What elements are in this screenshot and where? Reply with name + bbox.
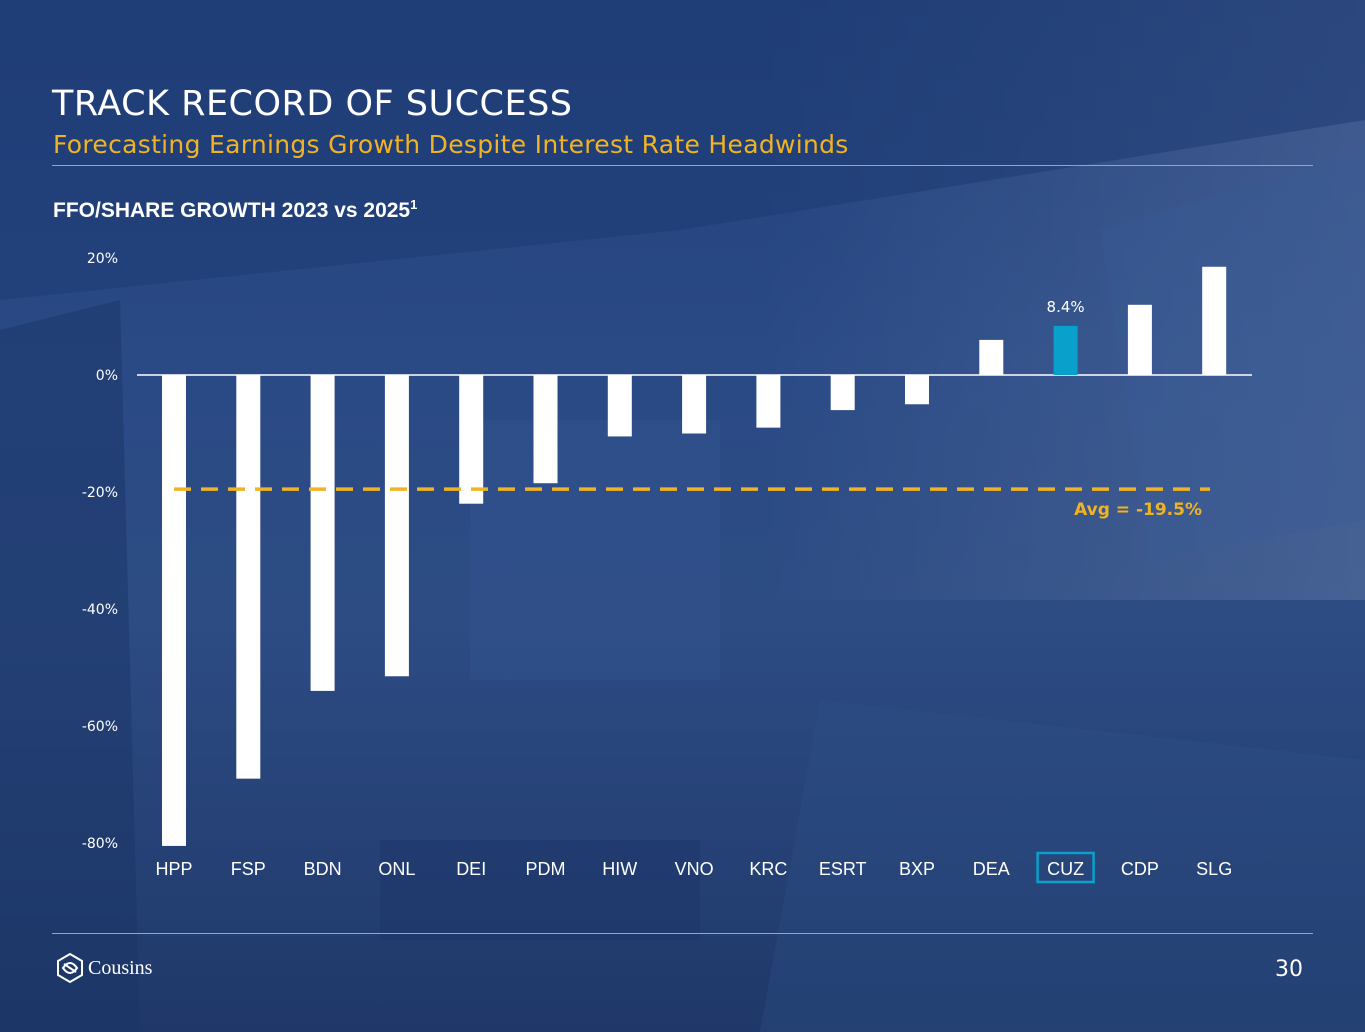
page-number: 30 — [1275, 957, 1303, 982]
bar-slg — [1202, 266, 1227, 375]
cousins-logo-icon — [57, 952, 83, 984]
highlight-data-label: 8.4% — [1047, 298, 1085, 316]
bar-dei — [459, 375, 484, 504]
bar-bxp — [905, 375, 929, 405]
x-category-label: ESRT — [819, 859, 867, 879]
average-label: Avg = -19.5% — [1074, 500, 1202, 520]
x-category-label: HPP — [155, 859, 192, 879]
bar-hiw — [607, 375, 632, 437]
bar-hpp — [162, 375, 186, 846]
y-tick-label: -40% — [82, 602, 118, 618]
y-tick-label: -60% — [82, 719, 118, 735]
x-category-label: DEI — [456, 859, 486, 879]
x-category-label: KRC — [749, 859, 787, 879]
x-category-label: VNO — [675, 859, 714, 879]
slide-title: TRACK RECORD OF SUCCESS — [52, 84, 573, 124]
x-category-label: CUZ — [1047, 859, 1084, 879]
y-tick-label: 0% — [96, 368, 118, 384]
highlight-category-box — [1036, 851, 1095, 884]
slide-subtitle: Forecasting Earnings Growth Despite Inte… — [53, 130, 849, 159]
y-tick-label: -20% — [82, 485, 118, 501]
chart-title-text: FFO/SHARE GROWTH 2023 vs 2025 — [53, 199, 411, 222]
x-category-label: PDM — [526, 859, 566, 879]
bar-cuz — [1053, 325, 1078, 375]
x-category-label: BDN — [304, 859, 342, 879]
bar-krc — [756, 375, 781, 428]
x-category-label: BXP — [899, 859, 935, 879]
x-category-label: CDP — [1121, 859, 1159, 879]
bar-cdp — [1127, 304, 1152, 375]
bar-onl — [384, 375, 409, 677]
chart-title: FFO/SHARE GROWTH 2023 vs 20251 — [53, 197, 417, 223]
cousins-logo: Cousins — [54, 952, 152, 984]
x-category-label: FSP — [231, 859, 266, 879]
y-tick-label: -80% — [82, 836, 118, 852]
bar-bdn — [310, 375, 335, 691]
x-category-label: HIW — [602, 859, 637, 879]
chart-title-footnote: 1 — [410, 197, 418, 212]
bar-fsp — [236, 375, 261, 779]
y-tick-label: 20% — [87, 251, 118, 267]
bar-pdm — [533, 375, 558, 484]
bar-dea — [979, 339, 1004, 375]
title-divider — [52, 165, 1313, 166]
cousins-logo-text: Cousins — [88, 956, 153, 979]
footer-divider — [52, 933, 1313, 934]
x-category-label: ONL — [378, 859, 415, 879]
bar-esrt — [830, 375, 855, 411]
x-category-label: DEA — [973, 859, 1010, 879]
x-category-label: SLG — [1196, 859, 1232, 879]
bar-vno — [682, 375, 707, 434]
